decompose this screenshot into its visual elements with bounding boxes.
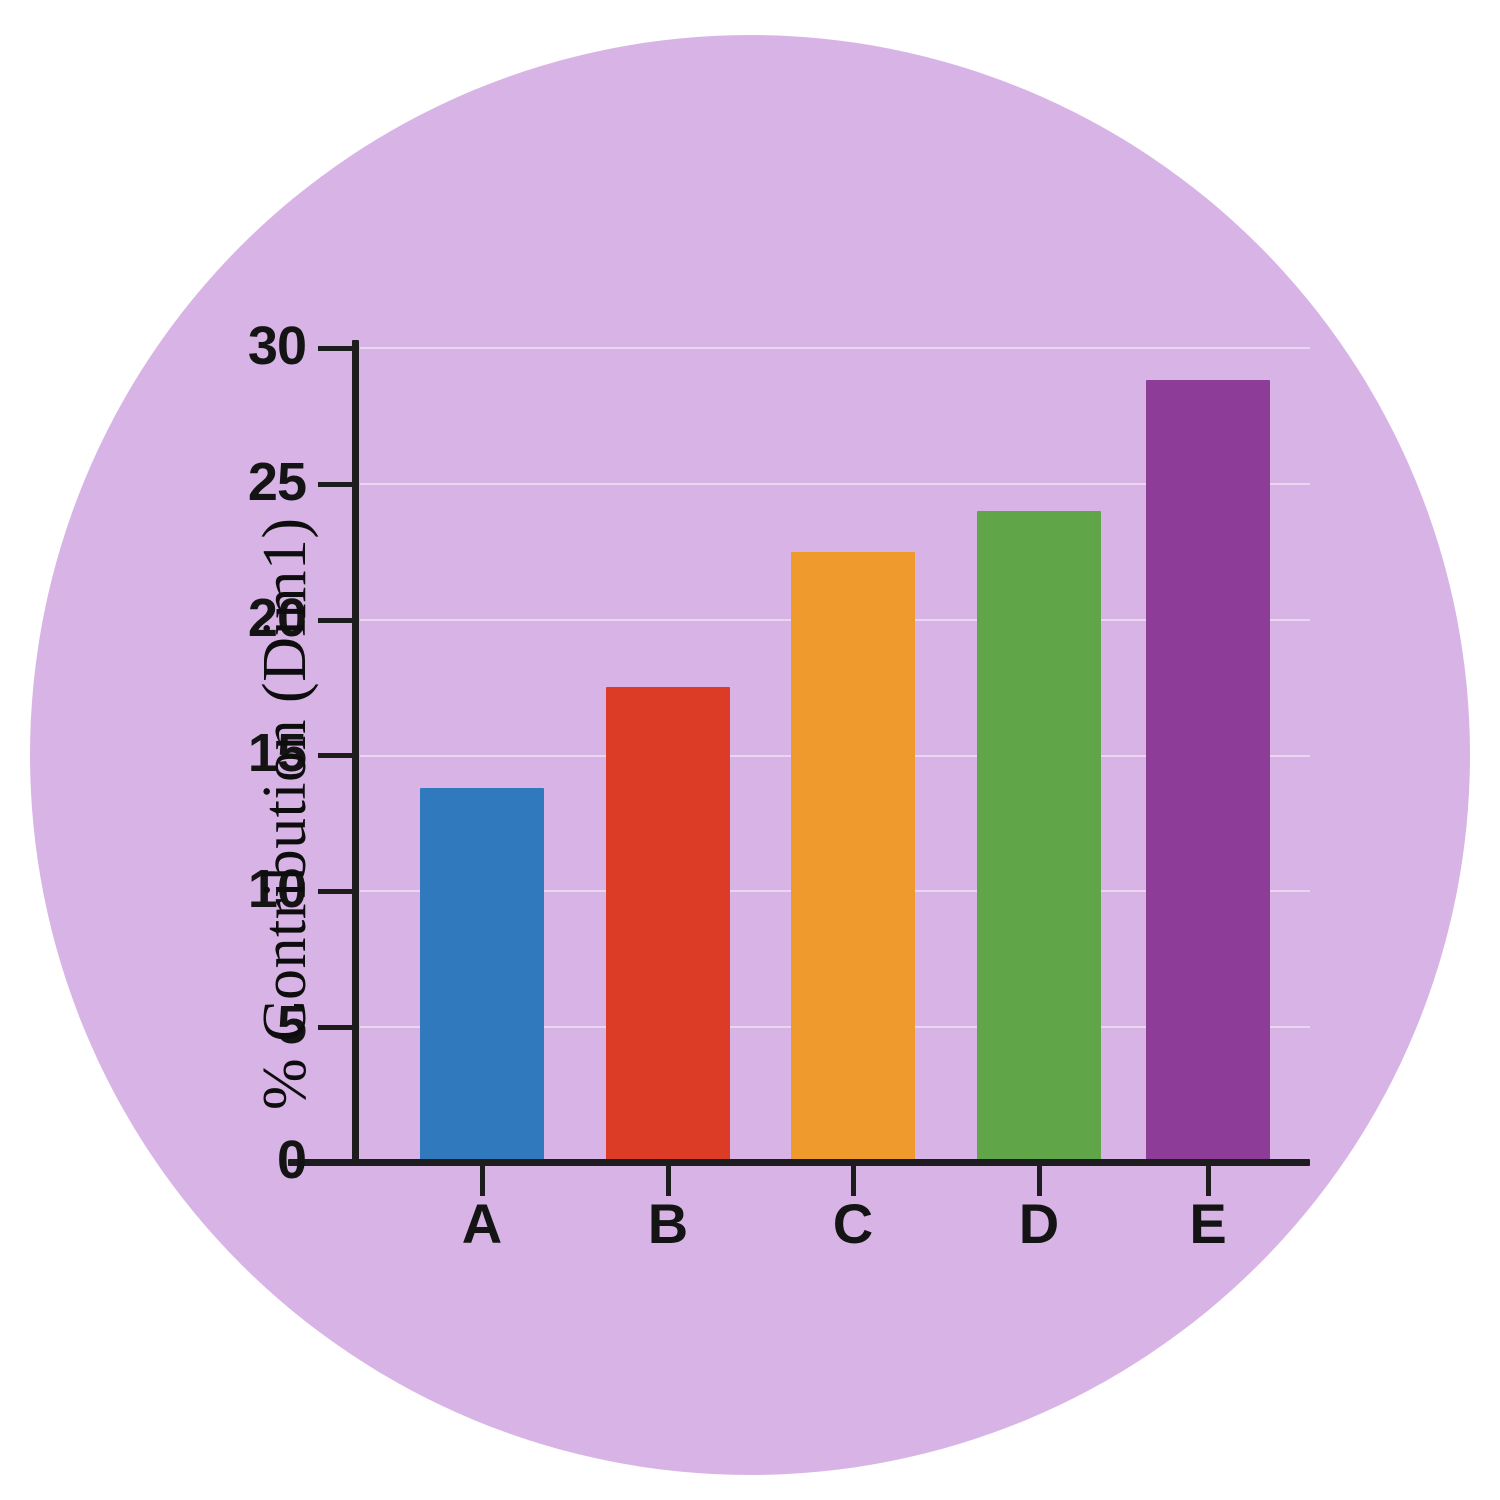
y-tick-label-30: 30 xyxy=(247,316,307,376)
x-tick-label-C: C xyxy=(832,1192,874,1255)
bar-B[interactable] xyxy=(606,687,730,1162)
gridline-y xyxy=(360,483,1310,485)
x-axis-line xyxy=(288,1159,1310,1166)
y-axis-title: % Contribution (Dim1) xyxy=(251,517,319,1110)
y-tick-10 xyxy=(318,889,354,894)
y-axis-line xyxy=(352,340,359,1166)
x-tick-B xyxy=(666,1166,671,1196)
x-tick-C xyxy=(851,1166,856,1196)
y-tick-label-20: 20 xyxy=(247,588,307,648)
y-tick-25 xyxy=(318,482,354,487)
y-tick-label-25: 25 xyxy=(247,452,307,512)
y-tick-5 xyxy=(318,1025,354,1030)
bar-D[interactable] xyxy=(977,511,1101,1162)
gridline-y xyxy=(360,347,1310,349)
bar-E[interactable] xyxy=(1146,380,1270,1162)
x-tick-label-A: A xyxy=(461,1192,503,1255)
x-tick-E xyxy=(1206,1166,1211,1196)
bar-A[interactable] xyxy=(420,788,544,1162)
y-tick-label-15: 15 xyxy=(247,723,307,783)
y-tick-label-10: 10 xyxy=(247,859,307,919)
y-tick-15 xyxy=(318,753,354,758)
y-tick-30 xyxy=(318,346,354,351)
y-tick-0 xyxy=(318,1160,354,1165)
x-tick-A xyxy=(480,1166,485,1196)
bar-C[interactable] xyxy=(791,552,915,1162)
y-tick-label-5: 5 xyxy=(276,995,307,1055)
x-tick-label-D: D xyxy=(1018,1192,1060,1255)
y-tick-label-0: 0 xyxy=(276,1130,307,1190)
x-tick-label-E: E xyxy=(1189,1192,1227,1255)
y-tick-20 xyxy=(318,618,354,623)
x-tick-label-B: B xyxy=(647,1192,689,1255)
x-tick-D xyxy=(1037,1166,1042,1196)
